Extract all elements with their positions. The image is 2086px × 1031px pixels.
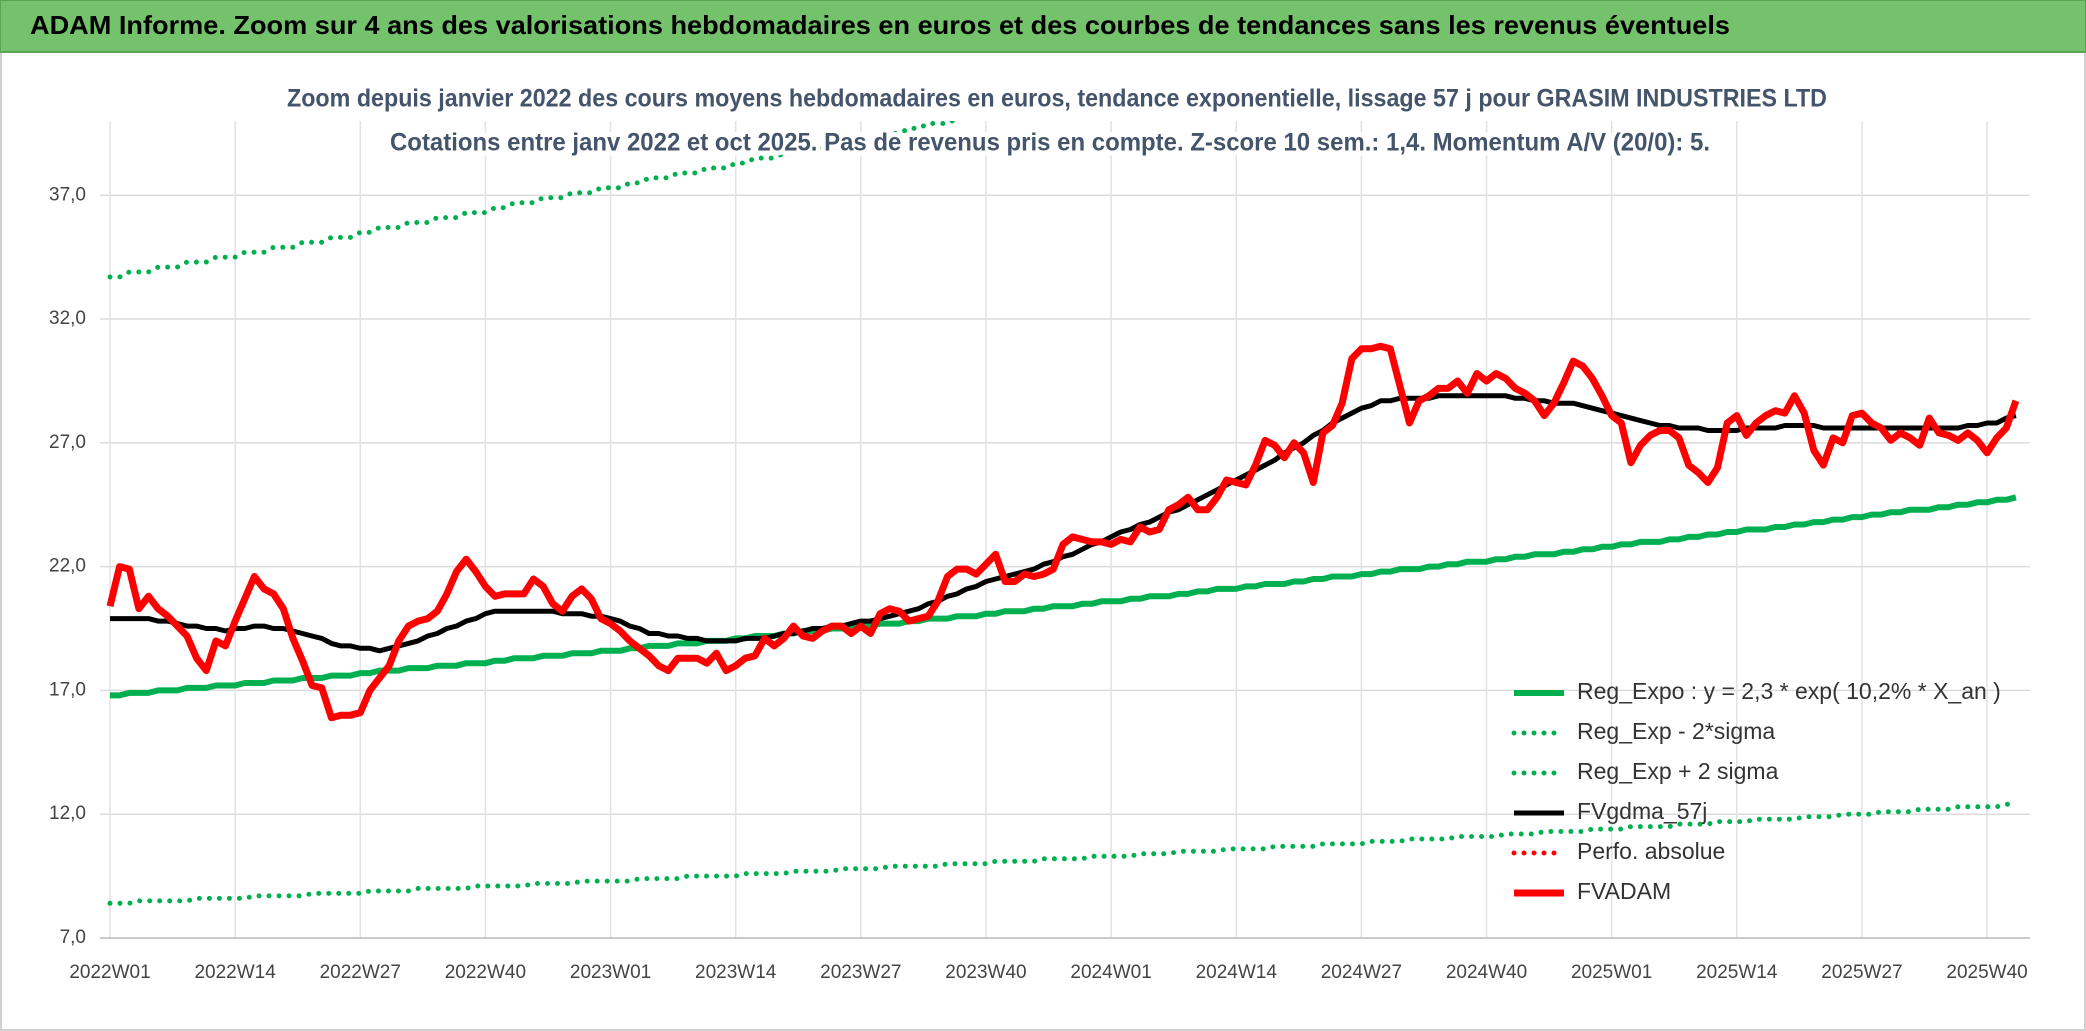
y-tick-label: 7,0 xyxy=(60,927,86,948)
plot: 7,0 12,0 17,0 22,0 27,0 32,0 37,0 2022W01 2022W1… xyxy=(49,80,2030,983)
y-tick-label: 37,0 xyxy=(49,184,86,205)
series-line xyxy=(110,494,2017,699)
x-tick-label: 2023W27 xyxy=(820,962,901,983)
header-title: ADAM Informe. Zoom sur 4 ans des valoris… xyxy=(30,10,1730,40)
x-tick-label: 2022W01 xyxy=(69,962,150,983)
series-line xyxy=(107,801,2019,906)
legend-label: Reg_Exp + 2 sigma xyxy=(1577,758,1779,784)
x-tick-label: 2023W14 xyxy=(695,962,777,983)
x-tick-label: 2022W14 xyxy=(194,962,276,983)
x-tick-label: 2024W27 xyxy=(1321,962,1402,983)
x-tick-label: 2023W40 xyxy=(945,962,1026,983)
y-tick-label: 17,0 xyxy=(49,679,86,700)
x-tick-label: 2024W40 xyxy=(1446,962,1527,983)
series-line xyxy=(107,121,977,280)
y-tick-label: 32,0 xyxy=(49,308,86,329)
legend-label: Perfo. absolue xyxy=(1577,838,1725,864)
x-tick-label: 2022W27 xyxy=(320,962,401,983)
y-tick-label: 22,0 xyxy=(49,556,86,577)
x-tick-label: 2024W14 xyxy=(1196,962,1278,983)
chart-subtitle: Cotations entre janv 2022 et oct 2025. P… xyxy=(390,129,1710,157)
header-bar xyxy=(0,0,2086,53)
x-tick-label: 2025W40 xyxy=(1946,962,2027,983)
x-tick-label: 2025W14 xyxy=(1696,962,1778,983)
y-tick-label: 12,0 xyxy=(49,803,86,824)
x-tick-label: 2024W01 xyxy=(1070,962,1151,983)
legend-label: FVADAM xyxy=(1577,878,1671,904)
chart-title: Zoom depuis janvier 2022 des cours moyen… xyxy=(287,85,1827,113)
series-line xyxy=(110,393,2017,654)
x-tick-label: 2025W01 xyxy=(1571,962,1652,983)
x-tick-label: 2025W27 xyxy=(1821,962,1902,983)
legend-label: Reg_Exp - 2*sigma xyxy=(1577,718,1775,744)
x-tick-label: 2023W01 xyxy=(570,962,651,983)
series-line xyxy=(106,342,2020,722)
x-tick-label: 2022W40 xyxy=(445,962,526,983)
legend-label: Reg_Expo : y = 2,3 * exp( 10,2% * X_an ) xyxy=(1577,678,2001,704)
y-tick-label: 27,0 xyxy=(49,432,86,453)
legend-label: FVgdma_57j xyxy=(1577,798,1707,824)
